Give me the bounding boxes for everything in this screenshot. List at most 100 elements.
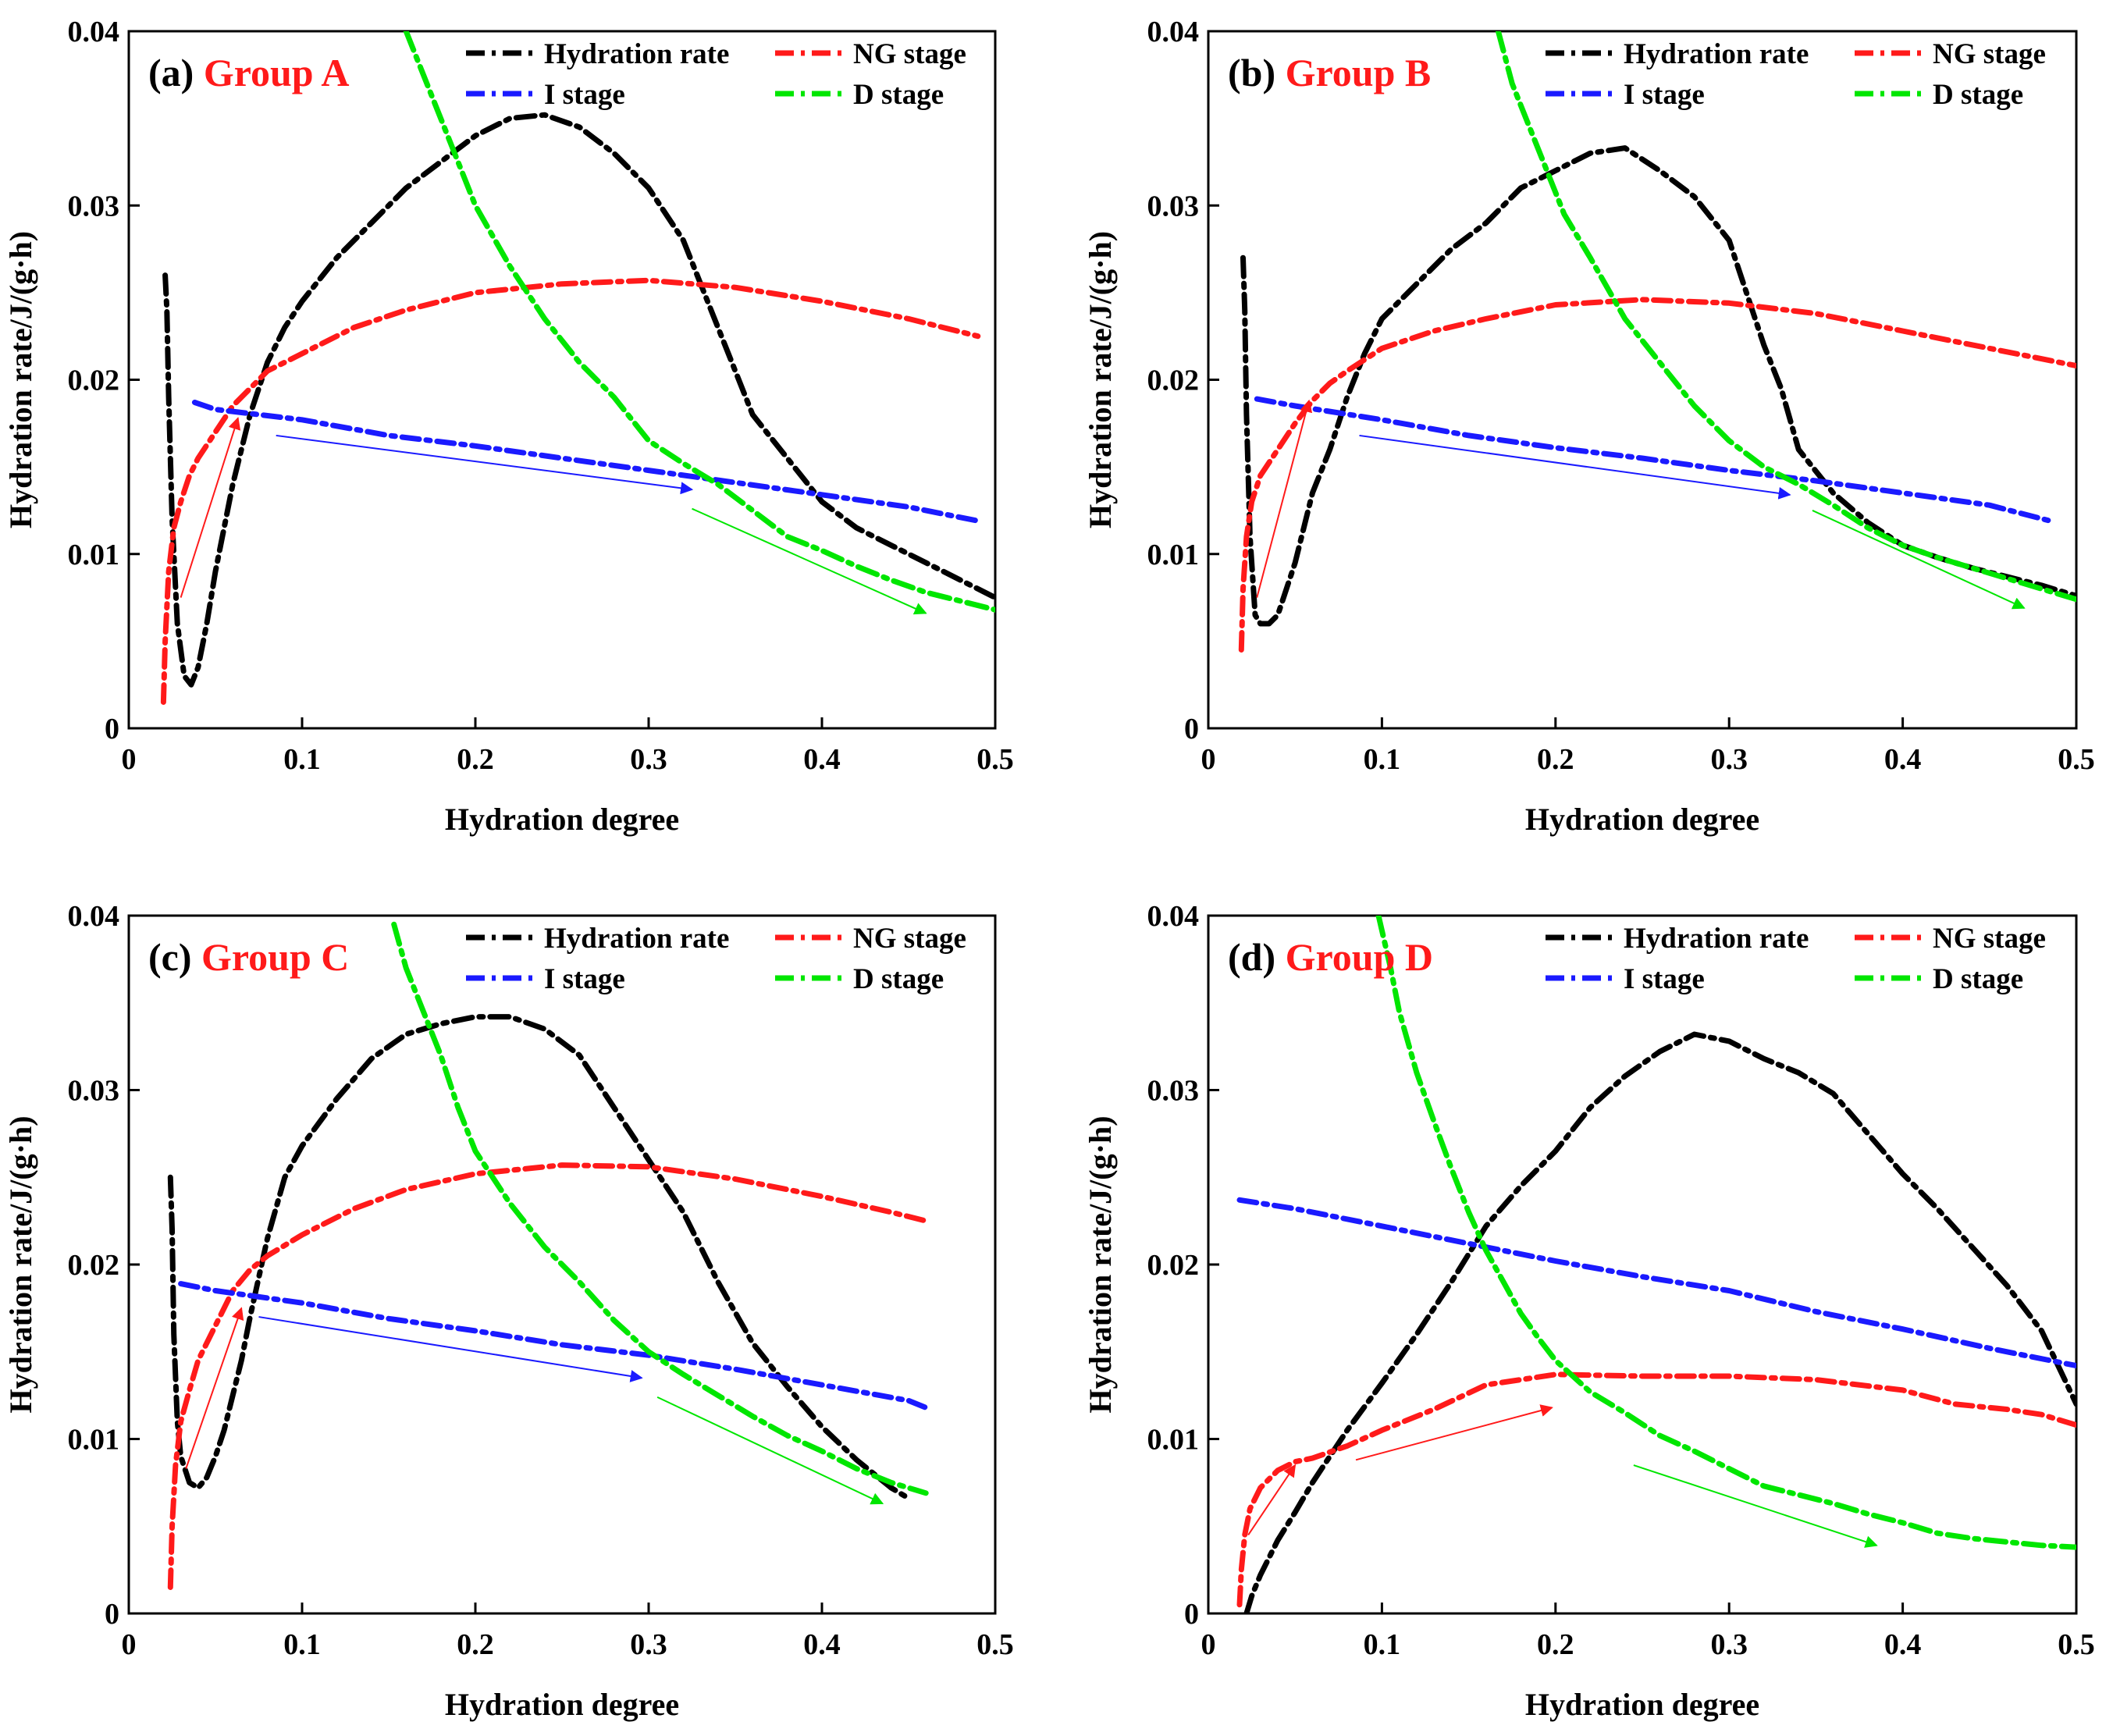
legend: Hydration rate NG stage I stage D stage [466,923,966,995]
y-tick-label: 0.04 [1147,16,1200,48]
series-line-i-stage [1254,396,2054,524]
y-tick-label: 0.01 [1147,539,1200,571]
trend-arrow [1355,1404,1553,1461]
trend-arrow [1256,399,1313,598]
y-axis-title: Hydration rate/J/(g·h) [3,231,38,528]
series-line-d-stage [1375,916,2076,1550]
panel-group-name: Group D [1286,935,1433,979]
y-tick-label: 0.04 [68,16,120,48]
trend-arrow [1633,1464,1878,1548]
series-line-d-stage [403,31,995,613]
trend-arrow [185,1307,244,1469]
y-tick-label: 0 [1184,713,1199,745]
plot-frame [1207,30,2078,730]
x-tick-label: 0.5 [2058,1628,2095,1661]
y-tick-label: 0.02 [68,365,120,397]
x-tick-label: 0.5 [2058,743,2095,776]
legend-label-hydration-rate: Hydration rate [544,38,729,70]
panel-label: (d) Group D [1228,935,1433,979]
y-tick-label: 0.01 [68,1424,120,1457]
legend-label-ng-stage: NG stage [1933,38,2046,70]
trend-arrow [258,1316,643,1382]
series-line-d-stage [391,921,929,1496]
x-axis-title: Hydration degree [1525,802,1759,837]
series-line-hydration-rate [1243,1031,2076,1613]
y-tick-label: 0 [105,1598,119,1631]
x-tick-label: 0.4 [1884,1628,1922,1661]
panel-letter: (d) [1228,935,1286,979]
y-axis-title: Hydration rate/J/(g·h) [1083,231,1118,528]
trend-arrow [276,434,694,495]
x-tick-label: 0.3 [630,743,667,776]
legend-label-hydration-rate: Hydration rate [1624,923,1809,955]
plot-area [160,31,995,705]
legend-label-i-stage: I stage [544,963,625,995]
series-line-hydration-rate [167,1014,912,1501]
legend-label-d-stage: D stage [853,963,944,995]
y-tick-label: 0 [105,713,119,745]
trend-arrow [1247,1464,1297,1535]
legend: Hydration rate NG stage I stage D stage [1546,923,2046,995]
trend-arrow [1359,434,1791,500]
panel-label: (c) Group C [148,935,349,979]
legend-label-i-stage: I stage [1624,963,1705,995]
trend-arrow [692,507,927,615]
x-axis-title: Hydration degree [1525,1687,1759,1722]
series-line-ng-stage [1236,1371,2076,1608]
x-tick-label: 0 [1201,1628,1216,1661]
x-tick-label: 0.1 [283,1628,321,1661]
legend-label-d-stage: D stage [1933,963,2023,995]
plot-area [1238,31,2076,653]
series-line-i-stage [178,1281,929,1410]
x-axis-title: Hydration degree [445,1687,679,1722]
x-tick-label: 0.1 [1364,743,1401,776]
plot-frame [1207,914,2078,1615]
x-tick-label: 0.1 [283,743,321,776]
y-tick-label: 0.03 [68,1075,120,1108]
panel-letter: (a) [148,51,204,94]
legend-label-ng-stage: NG stage [853,38,966,70]
series-line-ng-stage [160,277,981,705]
x-axis-title: Hydration degree [445,802,679,837]
panel-group-name: Group B [1286,51,1432,94]
panel-letter: (c) [148,935,201,979]
x-tick-label: 0.1 [1364,1628,1401,1661]
legend: Hydration rate NG stage I stage D stage [466,38,966,111]
legend: Hydration rate NG stage I stage D stage [1546,38,2046,111]
series-line-ng-stage [1238,297,2076,653]
y-tick-label: 0.01 [1147,1424,1200,1457]
panel-label: (a) Group A [148,51,349,94]
panel-letter: (b) [1228,51,1286,94]
legend-label-i-stage: I stage [1624,79,1705,111]
legend-label-ng-stage: NG stage [1933,923,2046,955]
legend-label-i-stage: I stage [544,79,625,111]
series-line-hydration-rate [1240,145,2076,627]
trend-arrow [656,1396,884,1505]
y-tick-label: 0.02 [1147,365,1200,397]
legend-label-d-stage: D stage [853,79,944,111]
y-axis-title: Hydration rate/J/(g·h) [1083,1115,1118,1413]
panel-group-b: 0 0.1 0.2 0.3 0.4 0.5 0 0.01 0.02 0.03 0.04 Hydrati… [1083,16,2095,837]
x-tick-label: 0.5 [976,743,1014,776]
legend-label-d-stage: D stage [1933,79,2023,111]
y-tick-label: 0.01 [68,539,120,571]
y-tick-label: 0.03 [68,190,120,222]
y-tick-label: 0 [1184,1598,1199,1631]
plot-frame [127,30,997,730]
y-tick-label: 0.04 [68,900,120,933]
panel-group-c: 0 0.1 0.2 0.3 0.4 0.5 0 0.01 0.02 0.03 0.04 Hydrati… [3,900,1014,1722]
series-line-i-stage [191,400,981,524]
series-line-ng-stage [167,1162,929,1590]
x-tick-label: 0.3 [1710,1628,1748,1661]
y-axis-title: Hydration rate/J/(g·h) [3,1115,38,1413]
x-tick-label: 0 [122,743,137,776]
series-line-d-stage [1495,31,2076,603]
panel-label: (b) Group B [1228,51,1431,94]
x-tick-label: 0.2 [1537,743,1574,776]
panel-group-d: 0 0.1 0.2 0.3 0.4 0.5 0 0.01 0.02 0.03 0.04 Hydrati… [1083,900,2095,1722]
trend-arrow [180,417,241,598]
series-line-hydration-rate [162,112,995,688]
y-tick-label: 0.02 [68,1249,120,1282]
x-tick-label: 0.5 [976,1628,1014,1661]
